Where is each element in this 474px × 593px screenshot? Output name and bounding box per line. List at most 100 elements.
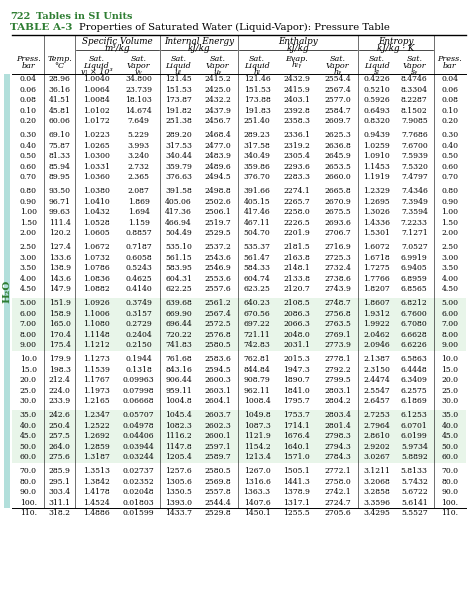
Text: 2738.6: 2738.6 xyxy=(324,275,351,283)
Text: 8.00: 8.00 xyxy=(441,331,458,339)
Text: 2.50: 2.50 xyxy=(20,243,36,251)
Text: 1.1539: 1.1539 xyxy=(83,366,110,374)
Text: 0.02048: 0.02048 xyxy=(123,488,155,496)
Text: 2625.3: 2625.3 xyxy=(324,131,351,139)
Text: Sat.: Sat. xyxy=(210,55,226,63)
Text: 2415.9: 2415.9 xyxy=(283,86,310,94)
Text: 90.0: 90.0 xyxy=(20,488,36,496)
Text: 2108.5: 2108.5 xyxy=(283,299,310,307)
Text: 36.16: 36.16 xyxy=(49,86,71,94)
Text: Internal Energy: Internal Energy xyxy=(164,37,234,46)
Text: Press.: Press. xyxy=(16,55,41,63)
Text: 1316.6: 1316.6 xyxy=(244,478,271,486)
Text: 2554.4: 2554.4 xyxy=(324,75,351,83)
Text: 7.1271: 7.1271 xyxy=(401,229,428,237)
Text: 2600.1: 2600.1 xyxy=(204,432,231,440)
Text: 1571.0: 1571.0 xyxy=(283,453,310,461)
Bar xyxy=(4,74,10,508)
Text: 1.0882: 1.0882 xyxy=(83,285,110,294)
Text: 1.0040: 1.0040 xyxy=(83,75,110,83)
Text: Liquid: Liquid xyxy=(165,62,191,69)
Text: 121.45: 121.45 xyxy=(165,75,192,83)
Text: 6.9405: 6.9405 xyxy=(401,264,428,272)
Text: 6.9919: 6.9919 xyxy=(401,254,428,262)
Bar xyxy=(12,420,466,431)
Text: 2798.3: 2798.3 xyxy=(324,432,351,440)
Bar xyxy=(12,330,466,340)
Text: 2799.5: 2799.5 xyxy=(324,376,351,384)
Text: 504.70: 504.70 xyxy=(244,229,271,237)
Text: 10.0: 10.0 xyxy=(20,355,36,364)
Text: vₗ × 10³: vₗ × 10³ xyxy=(81,68,112,76)
Text: 5.8133: 5.8133 xyxy=(401,467,428,475)
Text: 1363.3: 1363.3 xyxy=(244,488,271,496)
Bar xyxy=(12,442,466,452)
Text: 908.79: 908.79 xyxy=(244,376,271,384)
Text: 1255.5: 1255.5 xyxy=(283,509,310,517)
Text: Sat.: Sat. xyxy=(171,55,186,63)
Bar xyxy=(12,308,466,319)
Text: 127.4: 127.4 xyxy=(49,243,71,251)
Text: 2609.7: 2609.7 xyxy=(324,117,351,125)
Text: 7.00: 7.00 xyxy=(441,320,458,329)
Text: 1116.2: 1116.2 xyxy=(165,432,192,440)
Text: 359.79: 359.79 xyxy=(165,162,192,171)
Text: 2148.1: 2148.1 xyxy=(283,264,310,272)
Text: 1378.9: 1378.9 xyxy=(283,488,310,496)
Text: 7.4797: 7.4797 xyxy=(401,173,428,181)
Text: 1.7766: 1.7766 xyxy=(363,275,390,283)
Text: 622.25: 622.25 xyxy=(165,285,192,294)
Text: 696.44: 696.44 xyxy=(165,320,192,329)
Text: 9.00: 9.00 xyxy=(20,341,36,349)
Text: 1.9312: 1.9312 xyxy=(363,310,390,318)
Text: 70.0: 70.0 xyxy=(20,467,36,475)
Text: 0.2150: 0.2150 xyxy=(126,341,152,349)
Text: 1.1148: 1.1148 xyxy=(83,331,110,339)
Text: 1.1273: 1.1273 xyxy=(83,355,110,364)
Text: 2756.8: 2756.8 xyxy=(324,310,351,318)
Text: 311.1: 311.1 xyxy=(49,499,71,507)
Text: 175.4: 175.4 xyxy=(49,341,71,349)
Text: 2.4474: 2.4474 xyxy=(363,376,390,384)
Text: 2031.1: 2031.1 xyxy=(283,341,310,349)
Text: 23.739: 23.739 xyxy=(125,86,152,94)
Text: 6.0199: 6.0199 xyxy=(401,432,428,440)
Text: 2336.1: 2336.1 xyxy=(283,131,310,139)
Text: 8.4746: 8.4746 xyxy=(401,75,428,83)
Text: 0.06: 0.06 xyxy=(20,86,36,94)
Text: 391.58: 391.58 xyxy=(165,187,192,195)
Text: 1714.1: 1714.1 xyxy=(283,422,310,430)
Text: 2580.5: 2580.5 xyxy=(204,341,231,349)
Bar xyxy=(12,452,466,463)
Text: 0.90: 0.90 xyxy=(20,197,36,206)
Text: 2583.6: 2583.6 xyxy=(204,355,231,364)
Text: 1.1212: 1.1212 xyxy=(83,341,110,349)
Text: Press.: Press. xyxy=(438,55,462,63)
Text: 0.3749: 0.3749 xyxy=(125,299,152,307)
Text: 1008.4: 1008.4 xyxy=(244,397,271,405)
Text: Temp.: Temp. xyxy=(47,55,72,63)
Bar xyxy=(12,298,466,308)
Text: 1.159: 1.159 xyxy=(128,219,150,227)
Text: 1.0732: 1.0732 xyxy=(83,254,110,262)
Text: 6.8212: 6.8212 xyxy=(401,299,428,307)
Text: 0.50: 0.50 xyxy=(441,152,458,160)
Text: 535.10: 535.10 xyxy=(165,243,192,251)
Text: 0.30: 0.30 xyxy=(19,131,37,139)
Text: 1.1767: 1.1767 xyxy=(83,376,110,384)
Text: 1.2859: 1.2859 xyxy=(83,443,110,451)
Text: 2226.5: 2226.5 xyxy=(283,219,310,227)
Text: 6.4448: 6.4448 xyxy=(401,366,428,374)
Text: 0.07998: 0.07998 xyxy=(123,387,155,395)
Text: 89.95: 89.95 xyxy=(49,173,71,181)
Text: 2.732: 2.732 xyxy=(128,162,150,171)
Text: 3.4295: 3.4295 xyxy=(363,509,390,517)
Text: 198.3: 198.3 xyxy=(49,366,71,374)
Text: 0.40: 0.40 xyxy=(20,142,36,150)
Text: 1.0836: 1.0836 xyxy=(83,275,110,283)
Text: 2706.7: 2706.7 xyxy=(324,229,351,237)
Text: 2163.8: 2163.8 xyxy=(283,254,310,262)
Text: 2120.7: 2120.7 xyxy=(283,285,310,294)
Text: 295.1: 295.1 xyxy=(49,478,71,486)
Text: 0.10: 0.10 xyxy=(20,107,36,115)
